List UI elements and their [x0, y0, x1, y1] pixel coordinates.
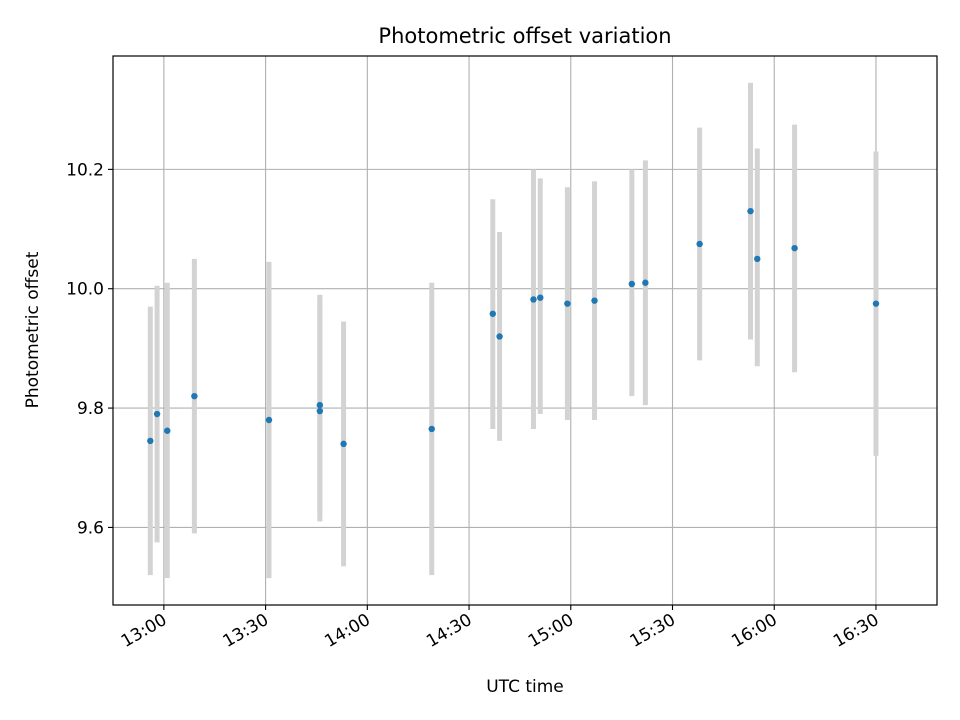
data-point: [489, 310, 496, 317]
y-tick-label: 9.8: [77, 399, 104, 419]
data-point: [147, 437, 154, 445]
data-point: [747, 207, 754, 215]
y-axis-ticks: 9.6 9.8 10.0 10.2: [66, 160, 113, 538]
y-tick-label: 10.2: [66, 160, 104, 180]
chart-title: Photometric offset variation: [378, 24, 671, 48]
data-point: [642, 279, 649, 286]
data-point: [696, 240, 703, 248]
x-axis-label: UTC time: [486, 677, 564, 697]
data-point: [153, 410, 161, 418]
data-points: [147, 207, 880, 448]
data-point: [316, 401, 324, 409]
data-point: [791, 244, 798, 252]
data-point: [340, 440, 347, 448]
data-point: [591, 297, 598, 304]
data-point: [628, 280, 636, 288]
y-tick-label: 9.6: [77, 518, 104, 538]
y-tick-label: 10.0: [66, 280, 104, 300]
data-point: [265, 416, 273, 424]
data-point: [496, 333, 503, 340]
data-point: [316, 407, 324, 415]
data-point: [754, 255, 761, 263]
data-point: [428, 425, 435, 433]
grid: [113, 56, 937, 605]
plot-frame: [112, 55, 938, 606]
data-point: [191, 392, 198, 400]
data-point: [872, 300, 880, 307]
y-axis-label: Photometric offset: [23, 251, 43, 408]
data-point: [537, 294, 544, 301]
data-point: [564, 300, 571, 307]
data-point: [530, 296, 537, 303]
data-point: [164, 427, 171, 434]
